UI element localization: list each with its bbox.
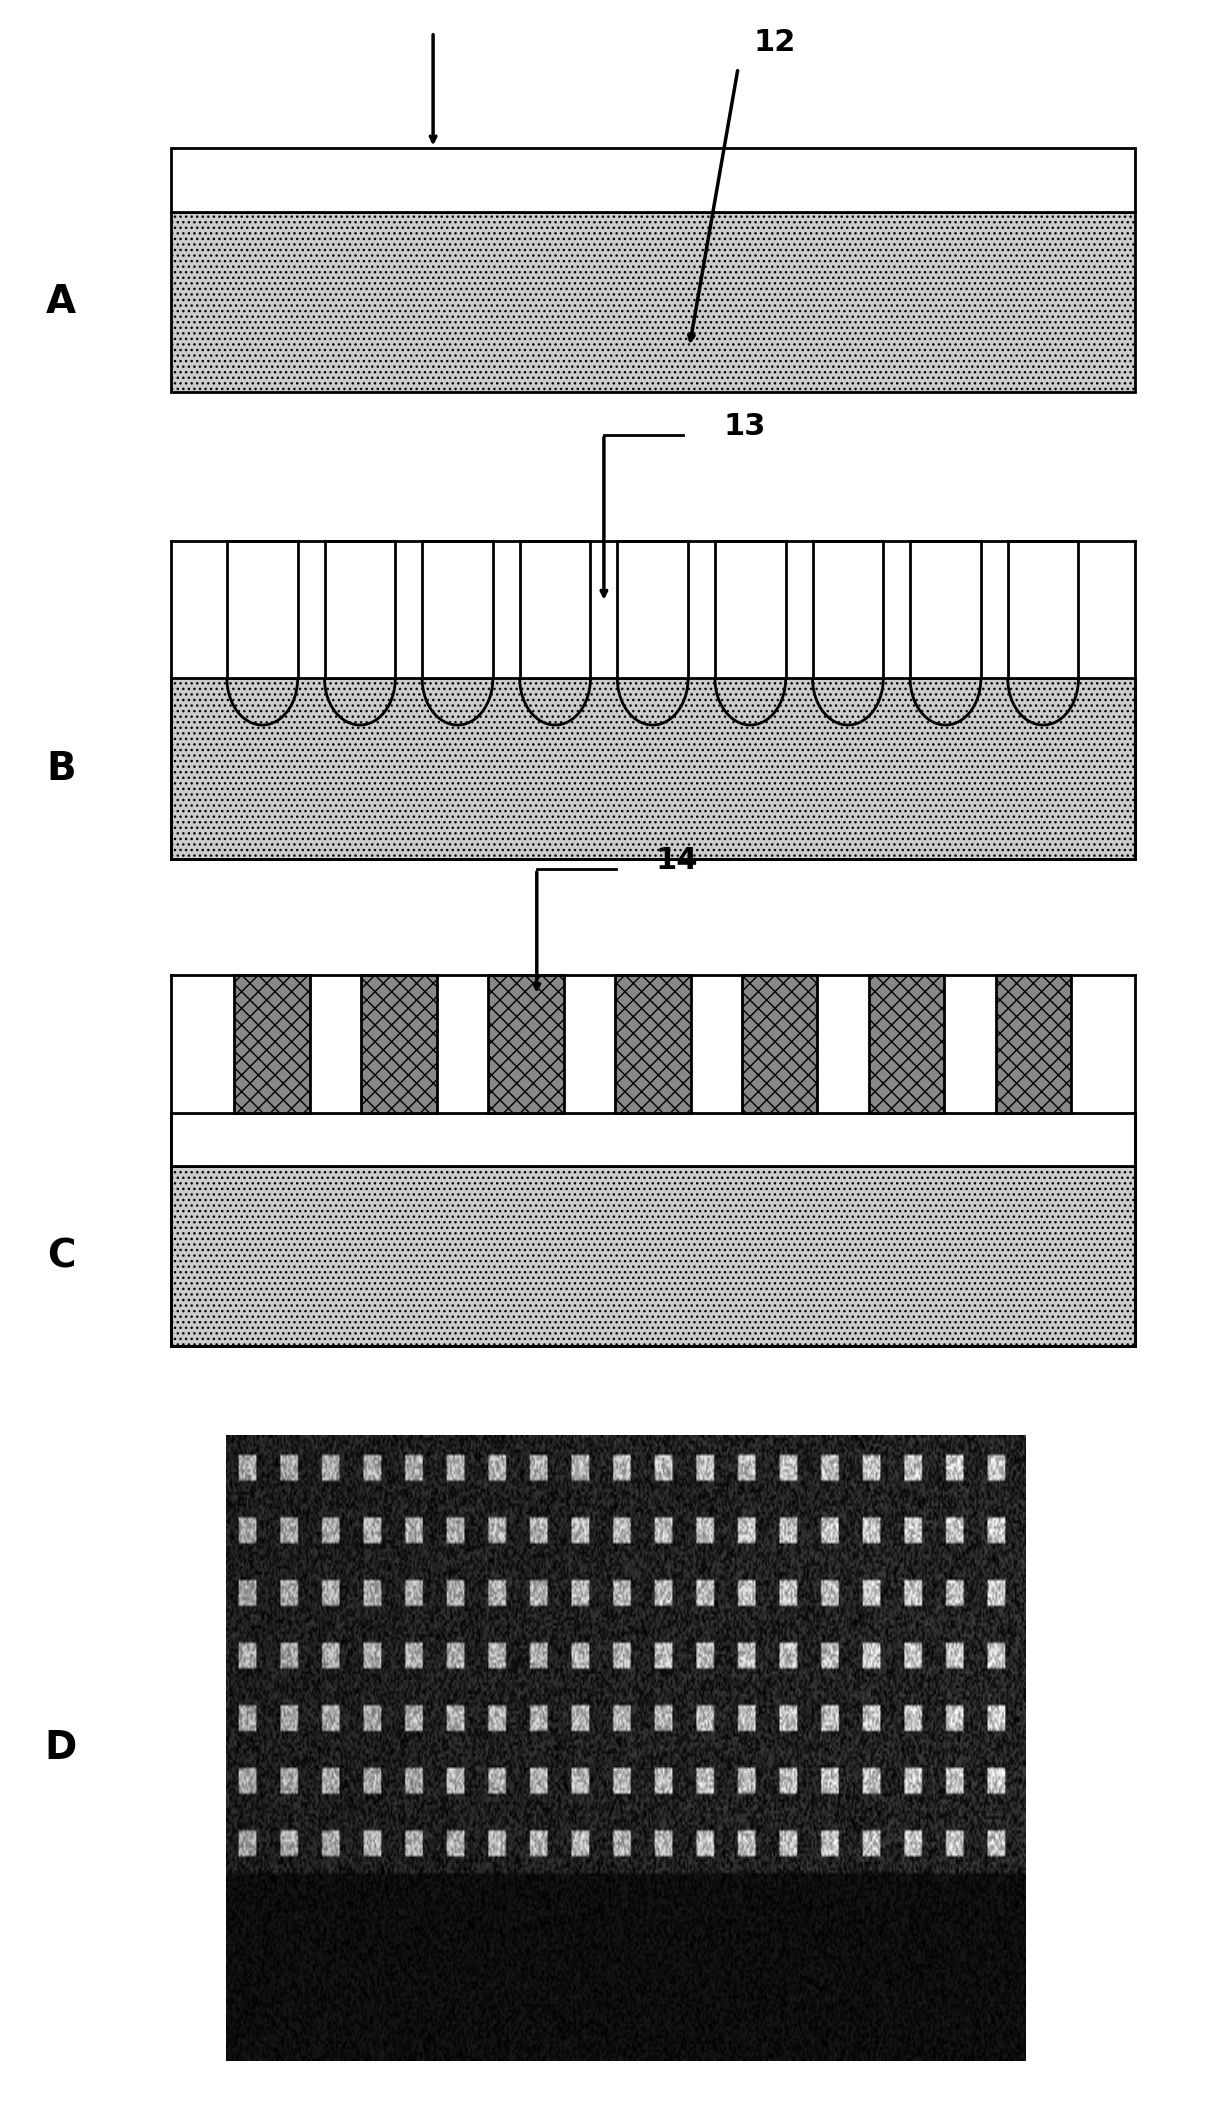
Bar — [520, 541, 590, 678]
Bar — [171, 1166, 1135, 1346]
Bar — [996, 975, 1071, 1113]
Text: 13: 13 — [723, 411, 765, 441]
Bar — [171, 678, 1135, 859]
Text: 14: 14 — [656, 846, 698, 876]
Text: 11: 11 — [412, 0, 454, 4]
Bar — [1008, 541, 1078, 678]
Bar — [813, 541, 883, 678]
Bar — [171, 212, 1135, 392]
Bar — [171, 1113, 1135, 1166]
Bar — [488, 975, 564, 1113]
Text: A: A — [46, 284, 76, 320]
Bar — [234, 975, 310, 1113]
Text: C: C — [46, 1238, 76, 1274]
Bar — [742, 975, 817, 1113]
Text: 12: 12 — [754, 28, 795, 57]
Bar — [227, 541, 298, 678]
Bar — [617, 541, 688, 678]
Bar — [422, 541, 493, 678]
Text: D: D — [45, 1730, 77, 1766]
Bar — [869, 975, 944, 1113]
Bar — [325, 541, 395, 678]
Bar — [715, 541, 786, 678]
Bar — [615, 975, 691, 1113]
Text: B: B — [46, 750, 76, 787]
Bar — [361, 975, 437, 1113]
Bar — [910, 541, 981, 678]
Bar — [171, 148, 1135, 212]
